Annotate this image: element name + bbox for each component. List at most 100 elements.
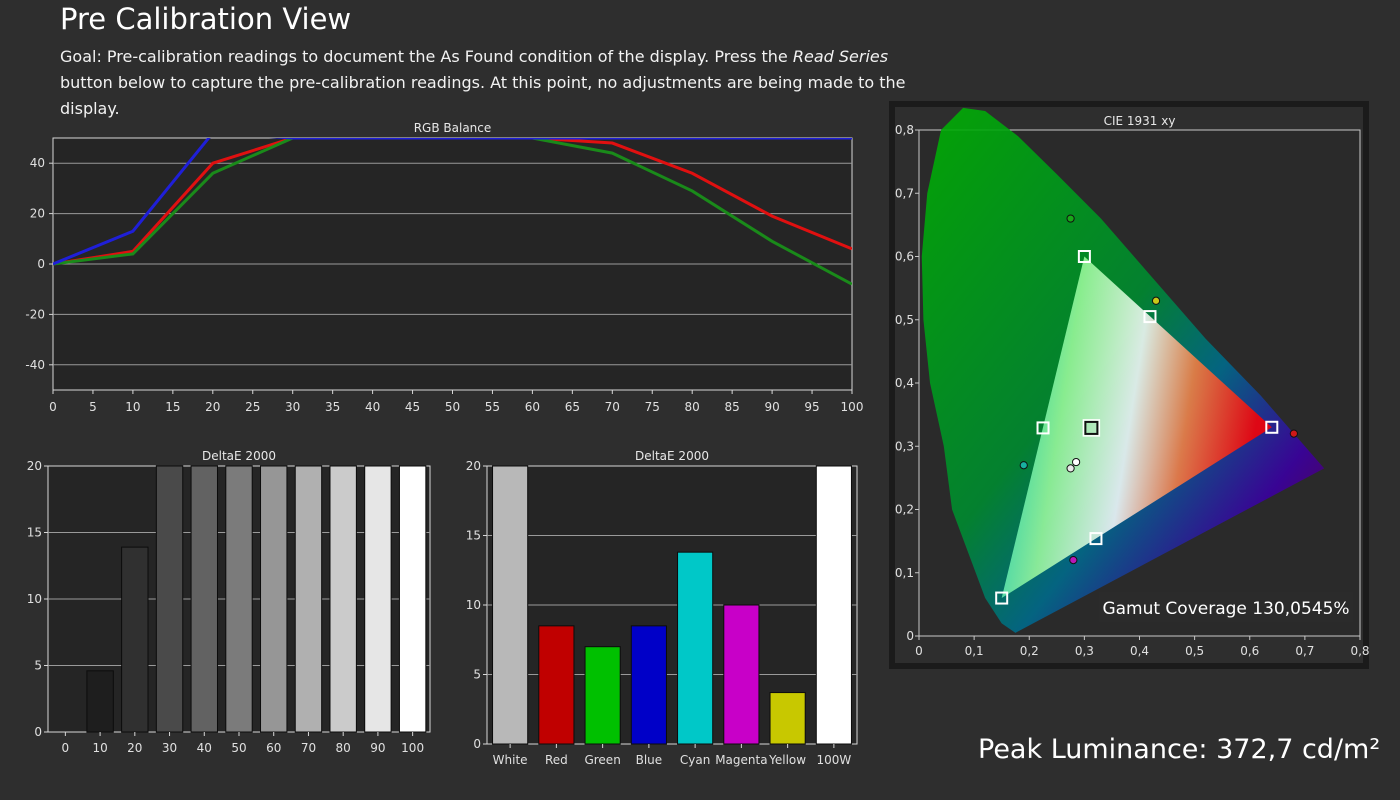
x-tick-label: 100W [816, 753, 851, 767]
target-white-outline [1082, 419, 1101, 437]
bar [677, 551, 714, 745]
target-blue [995, 591, 1009, 605]
read-series-ref: Read Series [792, 47, 889, 66]
bar [329, 465, 357, 733]
gamut-coverage-box [1099, 592, 1353, 622]
x-tick-label: 40 [365, 400, 380, 414]
x-tick-label: 70 [605, 400, 620, 414]
y-tick-label: 20 [466, 459, 481, 473]
x-tick-label: 0,1 [965, 644, 984, 658]
color-delta-chart: DeltaE 2000 0 5 10 15 20 White Red Green Blue Cyan… [466, 449, 858, 767]
y-tick-label: 0 [37, 257, 45, 271]
series-line-blue [53, 138, 852, 266]
x-tick-label: 0,8 [1350, 644, 1369, 658]
y-tick-label: 0,1 [895, 566, 914, 580]
bar [364, 465, 392, 733]
y-tick-label: 0 [906, 629, 914, 643]
y-tick-label: 5 [34, 659, 42, 673]
x-tick-label: 0,7 [1295, 644, 1314, 658]
x-tick-label: 55 [485, 400, 500, 414]
x-tick-label: 15 [165, 400, 180, 414]
grayscale-delta-chart: DeltaE 2000 0 5 10 15 20 0 10 20 30 40 50 60 70 80 90 10… [27, 449, 431, 755]
target-red [1265, 420, 1279, 434]
x-tick-label: Cyan [680, 753, 710, 767]
target-green [1077, 250, 1091, 263]
target-white [1084, 420, 1099, 435]
chart-title: CIE 1931 xy [1104, 114, 1176, 128]
y-tick-label: 15 [466, 529, 481, 543]
x-tick-label: Yellow [768, 753, 806, 767]
x-tick-label: Magenta [715, 753, 767, 767]
x-tick-label: 100 [841, 400, 864, 414]
y-tick-label: 20 [27, 459, 42, 473]
x-tick-label: 10 [125, 400, 140, 414]
x-tick-label: 60 [266, 741, 281, 755]
y-tick-label: -40 [25, 358, 45, 372]
y-tick-label: 0,2 [895, 503, 914, 517]
y-tick-label: -20 [25, 307, 45, 321]
bar [538, 625, 575, 745]
x-tick-label: 10 [92, 741, 107, 755]
measured-red [1289, 429, 1298, 438]
page-title: Pre Calibration View [60, 2, 352, 36]
y-tick-label: 40 [30, 156, 45, 170]
chart-title: DeltaE 2000 [202, 449, 276, 463]
y-tick-label: 0,6 [895, 250, 914, 264]
x-tick-label: 80 [685, 400, 700, 414]
bar [86, 670, 114, 733]
y-tick-label: 10 [27, 592, 42, 606]
x-tick-label: 40 [197, 741, 212, 755]
x-tick-label: 20 [127, 741, 142, 755]
bar [398, 465, 427, 733]
target-magenta [1089, 532, 1103, 546]
cie-chart: CIE 1931 xy 0 0,1 0,2 0,3 0,4 0,5 0,6 0,7 0,8 0 0,1… [889, 101, 1370, 669]
x-tick-label: 0,2 [1020, 644, 1039, 658]
x-tick-label: 25 [245, 400, 260, 414]
rgb-balance-chart: RGB Balance -40 -20 0 20 40 0 5 10 15 20 25 30 35 40 45… [25, 121, 864, 414]
x-tick-label: 85 [725, 400, 740, 414]
bar [121, 546, 149, 733]
measured-yellow [1151, 296, 1161, 305]
x-tick-label: 80 [336, 741, 351, 755]
y-tick-label: 0,5 [895, 313, 914, 327]
x-tick-label: Green [584, 753, 620, 767]
x-tick-label: 90 [370, 741, 385, 755]
bar [155, 465, 184, 733]
goal-prefix: Goal: Pre-calibration readings to docume… [60, 47, 793, 66]
chart-title: DeltaE 2000 [635, 449, 709, 463]
x-tick-label: 45 [405, 400, 420, 414]
y-tick-label: 0 [34, 725, 42, 739]
x-tick-label: 0 [62, 741, 70, 755]
y-tick-label: 0,4 [895, 376, 914, 390]
x-tick-label: 30 [162, 741, 177, 755]
x-tick-label: Blue [636, 753, 663, 767]
series-line-red [53, 138, 852, 266]
goal-suffix: button below to capture the pre-calibrat… [60, 73, 906, 118]
target-cyan [1036, 421, 1050, 435]
x-tick-label: 0,6 [1240, 644, 1259, 658]
y-tick-label: 5 [473, 668, 481, 682]
peak-luminance: Peak Luminance: 372,7 cd/m² [978, 734, 1381, 765]
x-tick-label: White [493, 753, 528, 767]
x-tick-label: 75 [645, 400, 660, 414]
measured-green [1066, 214, 1075, 223]
x-tick-label: 70 [301, 741, 316, 755]
x-tick-label: Red [545, 753, 568, 767]
measured-magenta [1069, 556, 1078, 565]
x-tick-label: 35 [325, 400, 340, 414]
y-tick-label: 0,8 [895, 123, 914, 137]
x-tick-label: 30 [285, 400, 300, 414]
x-tick-label: 0 [49, 400, 57, 414]
measured-white [1072, 457, 1081, 467]
x-tick-label: 0,4 [1130, 644, 1149, 658]
goal-text: Goal: Pre-calibration readings to docume… [60, 44, 940, 122]
x-tick-label: 60 [525, 400, 540, 414]
y-tick-label: 0 [473, 737, 481, 751]
y-tick-label: 10 [466, 598, 481, 612]
x-tick-label: 50 [445, 400, 460, 414]
x-tick-label: 100 [401, 741, 424, 755]
series-line-green [53, 138, 852, 286]
bar [815, 465, 852, 745]
x-tick-label: 0,5 [1185, 644, 1204, 658]
x-tick-label: 20 [205, 400, 220, 414]
